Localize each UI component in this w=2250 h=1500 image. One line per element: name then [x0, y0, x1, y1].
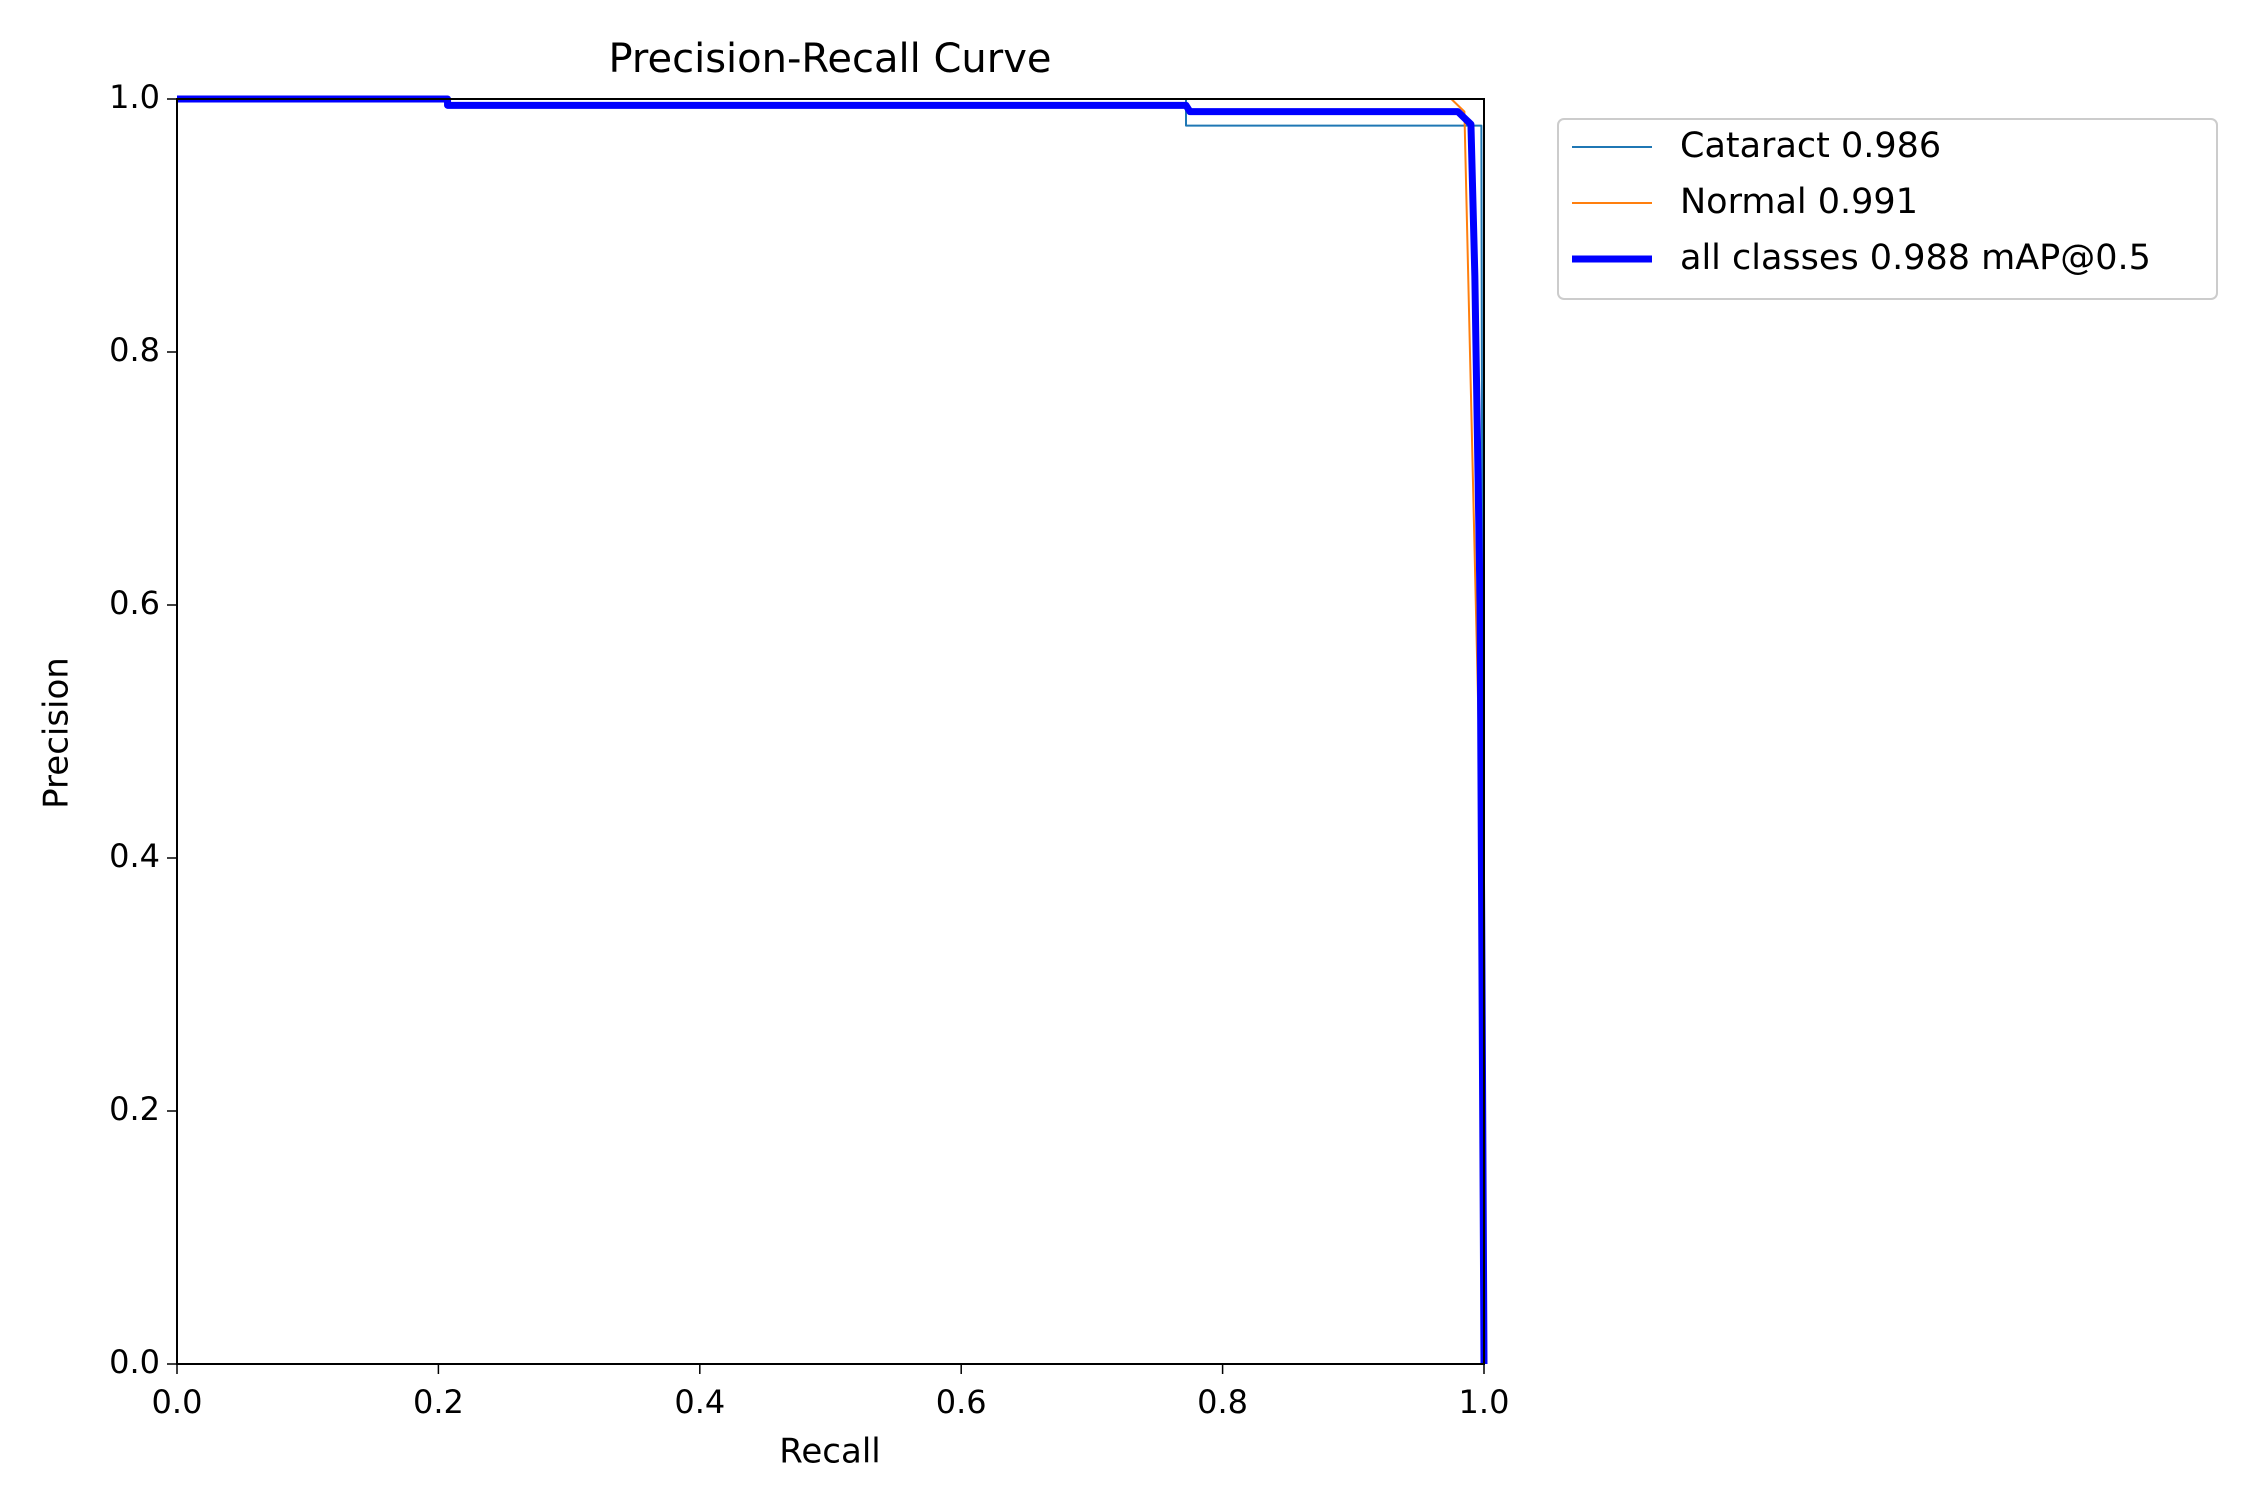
chart-title: Precision-Recall Curve: [609, 36, 1052, 82]
x-tick-label: 0.4: [674, 1383, 725, 1421]
y-tick-label: 0.8: [109, 331, 160, 369]
x-tick-label: 0.0: [152, 1383, 203, 1421]
legend-label: Normal 0.991: [1680, 182, 1918, 222]
legend-label: all classes 0.988 mAP@0.5: [1680, 238, 2151, 278]
plot-frame: [176, 98, 1485, 1365]
x-tick-label: 0.8: [1197, 1383, 1248, 1421]
y-axis-label: Precision: [37, 657, 77, 809]
y-tick-label: 1.0: [109, 78, 160, 116]
series-line: [177, 95, 1488, 1365]
x-tick-label: 0.6: [936, 1383, 987, 1421]
legend-label: Cataract 0.986: [1680, 126, 1941, 166]
y-tick-label: 0.0: [109, 1343, 160, 1381]
x-tick-label: 1.0: [1459, 1383, 1510, 1421]
legend-box: [1557, 118, 2218, 300]
x-axis-label: Recall: [779, 1432, 880, 1472]
y-tick-label: 0.4: [109, 837, 160, 875]
y-tick-label: 0.6: [109, 584, 160, 622]
y-tick-label: 0.2: [109, 1090, 160, 1128]
x-tick-label: 0.2: [413, 1383, 464, 1421]
